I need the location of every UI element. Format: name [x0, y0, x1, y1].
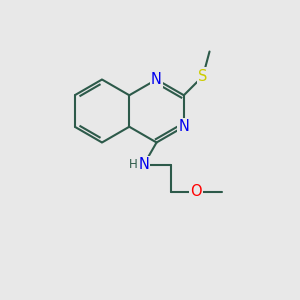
Text: N: N: [138, 157, 149, 172]
Text: O: O: [190, 184, 202, 199]
Text: N: N: [178, 119, 189, 134]
Text: H: H: [129, 158, 138, 171]
Text: N: N: [151, 72, 162, 87]
Text: S: S: [198, 69, 208, 84]
